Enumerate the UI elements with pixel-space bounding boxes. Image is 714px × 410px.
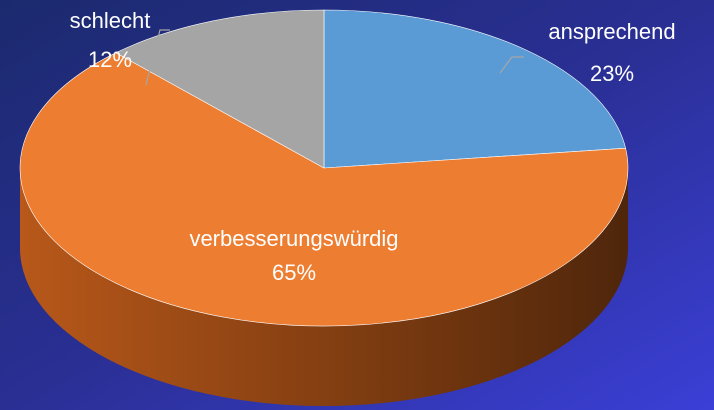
- slice-value-label: 12%: [88, 47, 132, 72]
- leader-line: [499, 56, 524, 74]
- slice-label: ansprechend: [548, 19, 675, 44]
- pie-slice: [115, 9, 325, 169]
- pie-slice: [323, 9, 626, 169]
- pie-slice-side: [20, 168, 628, 406]
- leader-line: [145, 29, 170, 86]
- pie-slice: [19, 52, 629, 327]
- slice-label: verbesserungswürdig: [189, 226, 398, 251]
- slice-value-label: 23%: [590, 61, 634, 86]
- slice-label: schlecht: [70, 8, 151, 33]
- slice-value-label: 65%: [272, 260, 316, 285]
